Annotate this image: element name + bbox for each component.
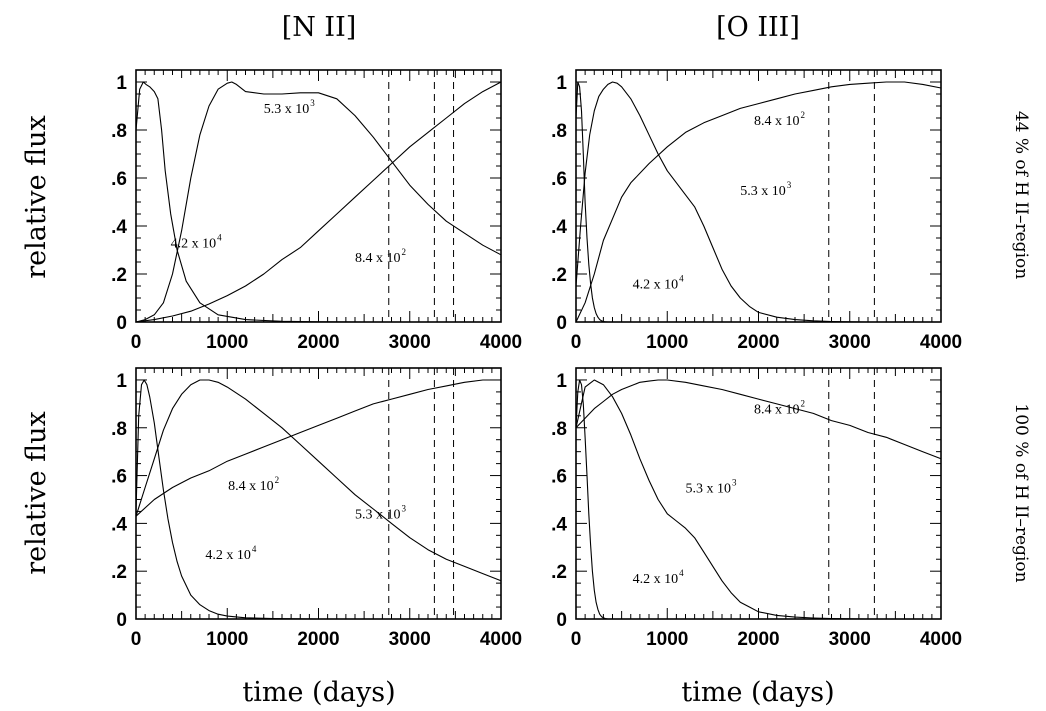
y-tick-label: .4 (111, 514, 127, 535)
series-label-exponent: 4 (679, 273, 684, 283)
series-line-2 (575, 379, 942, 460)
column-title-oiii: [O III] (716, 12, 800, 43)
panel-bottom-right: 0 1000 2000 3000 4000 0 .2 .4 .6 .8 1 4.2 x 10 4 5.3 … (551, 367, 962, 650)
y-tick-label: 0 (556, 313, 567, 334)
x-tick-label: 3000 (389, 332, 431, 353)
y-tick-label: .6 (551, 467, 567, 488)
series-label: 4.2 x 10 (171, 237, 217, 252)
series-label: 8.4 x 10 (355, 251, 401, 266)
series-line-1 (575, 379, 941, 620)
series-label-exponent: 2 (800, 398, 805, 408)
series-label: 5.3 x 10 (264, 102, 310, 117)
x-tick-label: 2000 (297, 629, 339, 650)
series-line-0 (135, 379, 501, 620)
y-tick-label: 0 (116, 313, 127, 334)
series-label: 4.2 x 10 (633, 572, 679, 587)
x-tick-label: 4000 (480, 629, 522, 650)
series-label-exponent: 4 (679, 568, 684, 578)
series-label-exponent: 4 (217, 233, 222, 243)
series-line-2 (135, 379, 501, 517)
x-tick-label: 0 (571, 332, 582, 353)
row-label-bottom: 100 % of H II–region (1011, 403, 1031, 582)
x-axis-label-left: time (days) (242, 677, 395, 708)
x-tick-label: 4000 (920, 332, 962, 353)
x-tick-label: 1000 (206, 629, 248, 650)
y-tick-label: .4 (551, 217, 567, 238)
panel-top-left: 0 1000 2000 3000 4000 0 .2 .4 .6 .8 1 4.2 x 10 4 5.3 … (111, 69, 522, 353)
x-tick-label: 2000 (737, 629, 779, 650)
x-tick-label: 0 (131, 332, 142, 353)
series-label-exponent: 4 (252, 544, 257, 554)
x-tick-label: 2000 (737, 332, 779, 353)
x-tick-label: 3000 (389, 629, 431, 650)
panel-top-right: 0 1000 2000 3000 4000 0 .2 .4 .6 .8 1 4.2 x 10 4 5.3 … (551, 69, 962, 353)
x-tick-label: 4000 (920, 629, 962, 650)
series-label: 8.4 x 10 (228, 479, 274, 494)
series-label: 4.2 x 10 (633, 277, 679, 292)
series-label: 5.3 x 10 (686, 481, 732, 496)
x-tick-label: 3000 (829, 332, 871, 353)
row-label-top: 44 % of H II–region (1011, 111, 1031, 279)
series-line-0 (575, 379, 941, 620)
series-line-1 (135, 81, 502, 323)
plot-frame (135, 69, 502, 323)
y-tick-label: .6 (111, 169, 127, 190)
y-tick-label: .8 (111, 121, 127, 142)
series-line-2 (575, 81, 942, 323)
x-tick-label: 3000 (829, 629, 871, 650)
x-tick-label: 0 (571, 629, 582, 650)
x-tick-label: 4000 (480, 332, 522, 353)
y-tick-label: .4 (551, 514, 567, 535)
y-axis-label-top: relative flux (21, 115, 52, 279)
y-tick-label: .2 (111, 265, 127, 286)
y-tick-label: .2 (551, 265, 567, 286)
y-tick-label: 1 (116, 73, 127, 94)
series-line-1 (575, 81, 941, 323)
y-tick-label: .6 (551, 169, 567, 190)
series-label: 5.3 x 10 (355, 508, 401, 523)
series-line-0 (575, 81, 941, 323)
series-label: 5.3 x 10 (740, 184, 786, 199)
series-line-2 (135, 81, 502, 323)
x-tick-label: 1000 (646, 629, 688, 650)
y-tick-label: 0 (116, 610, 127, 631)
y-tick-label: .8 (551, 419, 567, 440)
y-tick-label: .8 (111, 419, 127, 440)
y-tick-label: 1 (556, 371, 567, 392)
column-title-nii: [N II] (282, 12, 357, 43)
x-tick-label: 1000 (646, 332, 688, 353)
series-label: 4.2 x 10 (205, 548, 251, 563)
series-label-exponent: 3 (732, 477, 737, 487)
y-tick-label: 1 (556, 73, 567, 94)
series-label: 8.4 x 10 (754, 114, 800, 129)
series-line-0 (135, 81, 501, 323)
series-label-exponent: 3 (402, 504, 407, 514)
y-tick-label: .2 (111, 562, 127, 583)
series-label-exponent: 2 (275, 475, 280, 485)
panel-bottom-left: 0 1000 2000 3000 4000 0 .2 .4 .6 .8 1 4.2 x 10 4 5.3 … (111, 367, 522, 650)
y-axis-label-bottom: relative flux (21, 411, 52, 575)
series-label: 8.4 x 10 (754, 402, 800, 417)
plot-frame (135, 367, 502, 620)
x-tick-label: 1000 (206, 332, 248, 353)
y-tick-label: 1 (116, 371, 127, 392)
x-tick-label: 2000 (297, 332, 339, 353)
series-line-1 (135, 379, 502, 582)
series-label-exponent: 3 (787, 180, 792, 190)
y-tick-label: .8 (551, 121, 567, 142)
y-tick-label: .6 (111, 467, 127, 488)
series-label-exponent: 3 (310, 98, 315, 108)
series-label-exponent: 2 (402, 247, 407, 257)
x-axis-label-right: time (days) (681, 677, 834, 708)
y-tick-label: .2 (551, 562, 567, 583)
x-tick-label: 0 (131, 629, 142, 650)
y-tick-label: .4 (111, 217, 127, 238)
y-tick-label: 0 (556, 610, 567, 631)
series-label-exponent: 2 (800, 110, 805, 120)
